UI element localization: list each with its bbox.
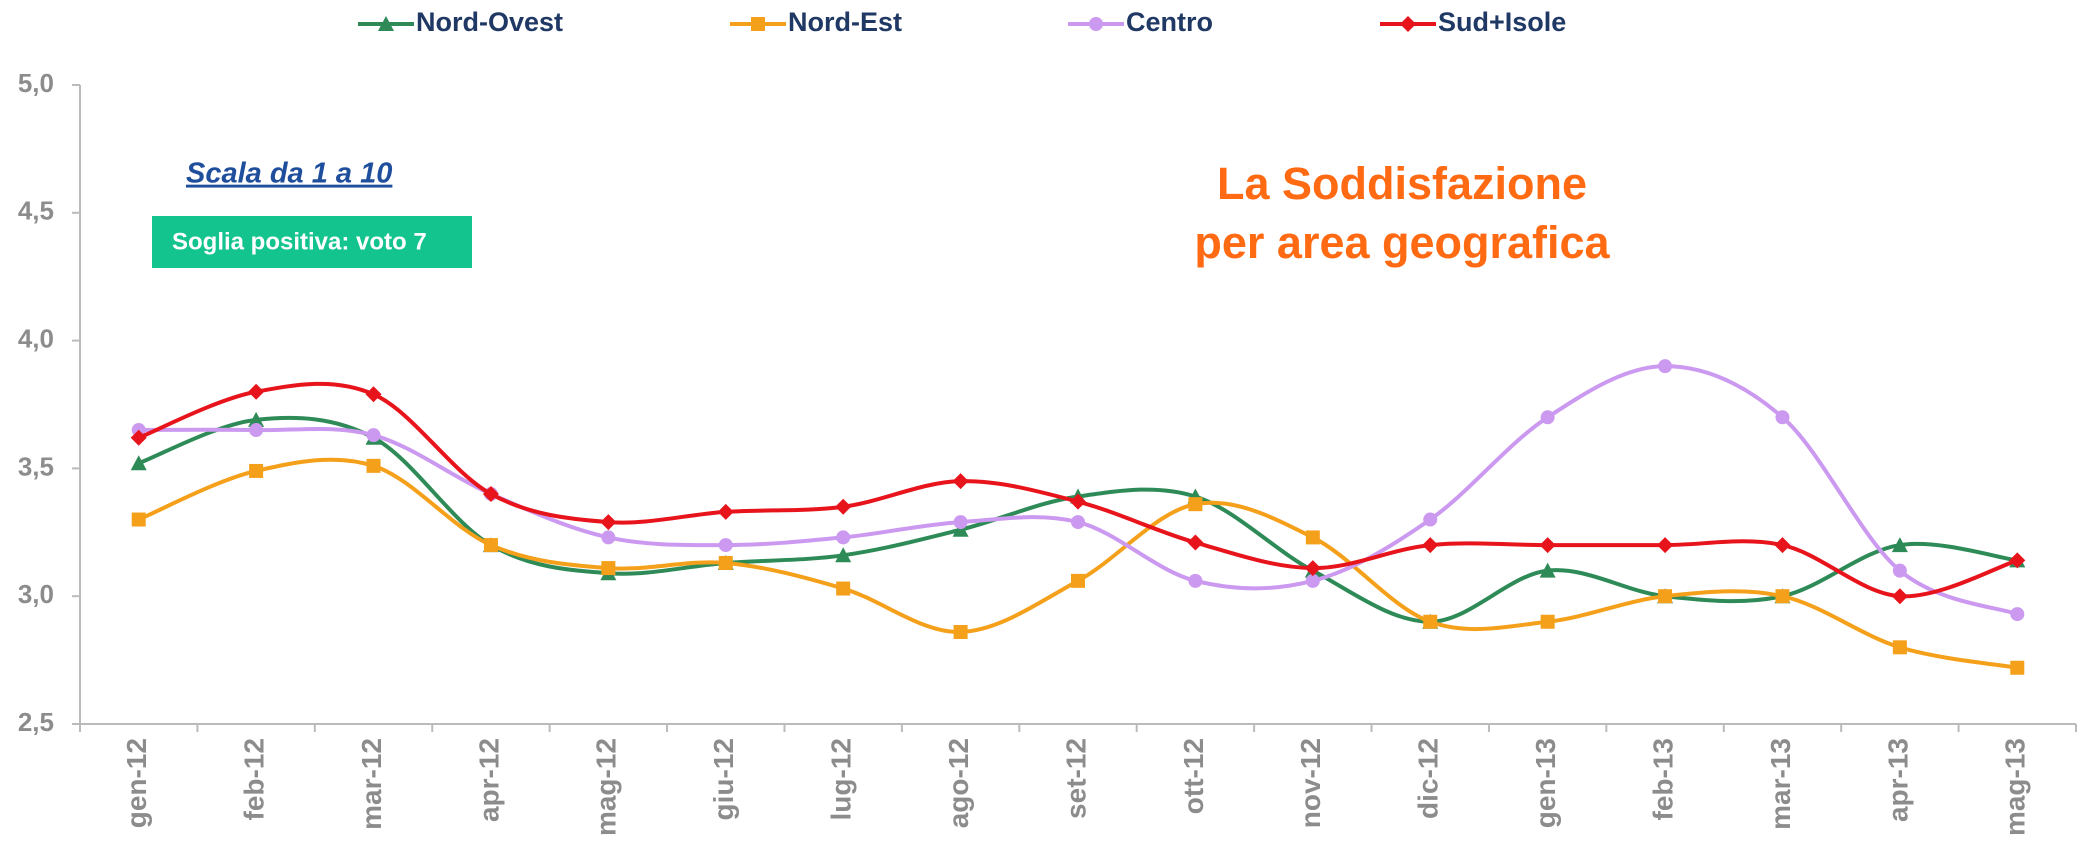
- x-tick-label: giu-12: [708, 738, 739, 820]
- point: [952, 521, 969, 537]
- series: [131, 457, 2025, 675]
- point: [1423, 614, 1438, 629]
- point: [1892, 640, 1907, 655]
- x-tick-label: feb-13: [1647, 738, 1678, 820]
- x-tick-label: ott-12: [1178, 738, 1209, 814]
- point: [1422, 537, 1439, 554]
- point: [1188, 573, 1203, 588]
- y-tick-label: 4,5: [18, 196, 54, 226]
- point: [718, 538, 733, 553]
- point: [1657, 537, 1674, 554]
- y-tick-label: 3,5: [18, 451, 54, 481]
- point: [1891, 537, 1908, 553]
- point: [2010, 660, 2025, 675]
- point: [1188, 497, 1203, 512]
- point: [600, 514, 617, 531]
- x-tick-label: ago-12: [943, 738, 974, 828]
- point: [482, 485, 499, 502]
- x-tick-label: nov-12: [1295, 738, 1326, 828]
- point: [953, 624, 968, 639]
- chart-title: La Soddisfazione: [1217, 158, 1587, 209]
- point: [717, 503, 734, 520]
- y-tick-label: 5,0: [18, 68, 54, 98]
- point: [1304, 560, 1321, 577]
- point: [952, 473, 969, 490]
- series: [130, 381, 2026, 605]
- legend-label: Nord-Est: [788, 7, 902, 37]
- point: [836, 530, 851, 545]
- point: [953, 515, 968, 530]
- point: [718, 555, 733, 570]
- point: [131, 512, 146, 527]
- point: [1892, 563, 1907, 578]
- point: [1400, 16, 1416, 32]
- threshold-note: Soglia positiva: voto 7: [172, 228, 427, 255]
- x-tick-label: set-12: [1060, 738, 1091, 819]
- point: [248, 411, 265, 427]
- point: [1775, 410, 1790, 425]
- point: [601, 530, 616, 545]
- scale-note: Scala da 1 a 10: [186, 158, 392, 190]
- point: [130, 455, 147, 471]
- point: [835, 498, 852, 515]
- y-tick-label: 2,5: [18, 707, 54, 737]
- point: [1539, 562, 1556, 578]
- x-tick-label: gen-12: [121, 738, 152, 828]
- series-line: [138, 364, 2018, 616]
- chart-title: per area geografica: [1194, 217, 1610, 268]
- x-tick-label: mag-13: [2000, 738, 2031, 836]
- point: [1658, 359, 1673, 374]
- legend-label: Sud+Isole: [1438, 7, 1566, 37]
- x-tick-label: lug-12: [826, 738, 857, 820]
- point: [1539, 537, 1556, 554]
- point: [1070, 493, 1086, 510]
- x-tick-label: feb-12: [239, 738, 270, 820]
- point: [366, 458, 381, 473]
- point: [1089, 17, 1103, 31]
- legend-label: Nord-Ovest: [416, 7, 563, 37]
- x-tick-label: apr-12: [473, 738, 504, 822]
- series: [131, 359, 2025, 622]
- point: [601, 561, 616, 576]
- x-tick-label: dic-12: [1413, 738, 1444, 819]
- point: [1891, 588, 1908, 605]
- point: [836, 581, 851, 596]
- point: [483, 538, 498, 553]
- y-tick-label: 3,0: [18, 579, 54, 609]
- x-tick-label: mar-13: [1765, 738, 1796, 830]
- x-tick-label: gen-13: [1530, 738, 1561, 828]
- point: [1305, 573, 1320, 588]
- point: [1775, 589, 1790, 604]
- point: [1423, 512, 1438, 527]
- point: [1187, 534, 1204, 551]
- threshold-box: [152, 216, 472, 268]
- point: [1540, 614, 1555, 629]
- legend-label: Centro: [1126, 7, 1213, 37]
- point: [2009, 552, 2026, 569]
- point: [1071, 515, 1085, 530]
- point: [1774, 537, 1791, 554]
- point: [1540, 410, 1555, 425]
- point: [835, 547, 852, 563]
- point: [249, 463, 264, 478]
- point: [1305, 530, 1320, 545]
- y-tick-label: 4,0: [18, 323, 54, 353]
- x-tick-label: mag-12: [591, 738, 622, 836]
- point: [1071, 573, 1085, 588]
- point: [1658, 589, 1673, 604]
- point: [366, 428, 381, 443]
- point: [751, 17, 765, 31]
- point: [130, 429, 147, 446]
- point: [2010, 607, 2025, 622]
- point: [249, 423, 264, 438]
- x-tick-label: apr-13: [1882, 738, 1913, 822]
- point: [248, 383, 265, 400]
- x-tick-label: mar-12: [356, 738, 387, 830]
- point: [378, 16, 394, 31]
- point: [365, 386, 382, 403]
